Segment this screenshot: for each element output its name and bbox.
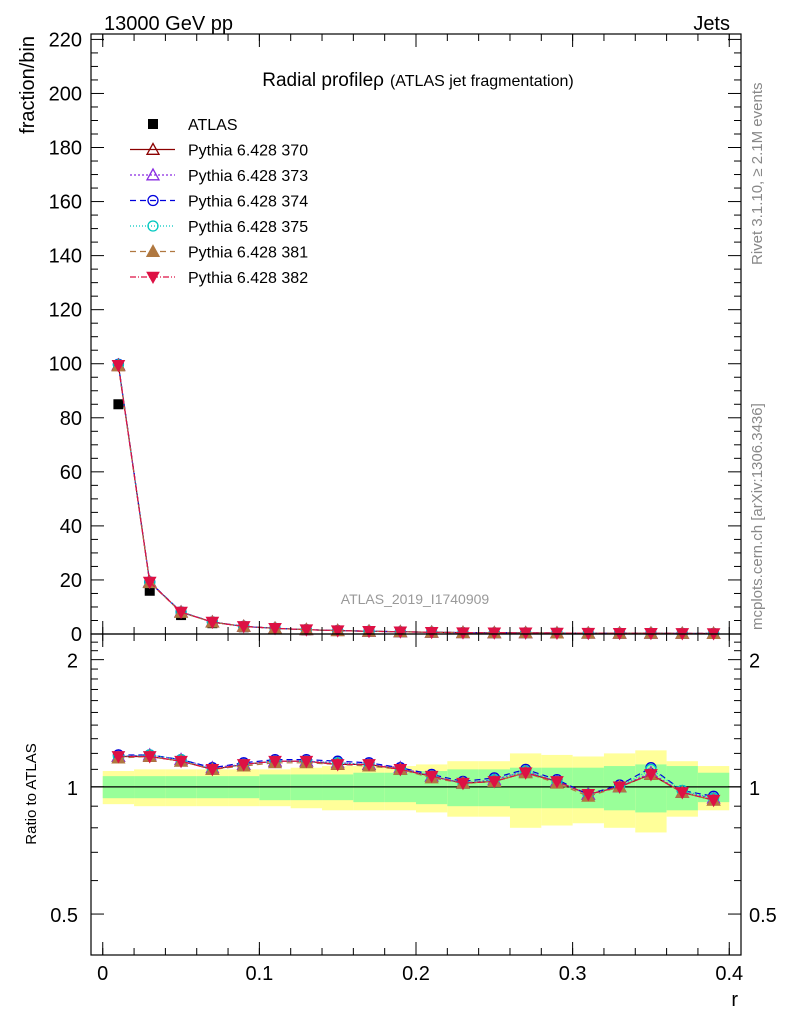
ratio-point (299, 755, 314, 769)
y-tick-label: 100 (49, 354, 82, 376)
y-tick-label: 220 (49, 29, 82, 51)
ratio-point (205, 764, 220, 777)
rivet-label: Rivet 3.1.10, ≥ 2.1M events (749, 83, 766, 266)
legend-label: Pythia 6.428 374 (188, 194, 308, 211)
legend-label: Pythia 6.428 375 (188, 219, 308, 236)
series-point (362, 625, 376, 639)
ratio-point (612, 781, 627, 794)
series-point (236, 621, 251, 634)
legend: ATLAS Pythia 6.428 370 Pythia 6.428 373 Pyt… (130, 117, 308, 287)
x-tick-label: 0.3 (559, 963, 587, 985)
ratio-line (118, 755, 714, 801)
x-tick-label: 0 (97, 963, 108, 985)
y-tick-label: 60 (60, 462, 82, 484)
series-point (299, 624, 314, 637)
ratio-point (581, 789, 596, 802)
category-label: Jets (693, 13, 730, 35)
ratio-point (268, 755, 282, 769)
x-tick-label: 0.4 (715, 963, 743, 985)
ratio-point (142, 751, 157, 764)
energy-label: 13000 GeV pp (104, 13, 233, 35)
ratio-point (424, 770, 439, 784)
series-point (174, 606, 188, 620)
ratio-frame (90, 633, 742, 956)
ratio-point (706, 794, 721, 808)
legend-label: Pythia 6.428 373 (188, 168, 308, 185)
y-tick-label: 160 (49, 192, 82, 214)
series-point (487, 627, 502, 640)
y-tick-label: 0 (71, 624, 82, 646)
analysis-label: ATLAS_2019_I1740909 (341, 591, 490, 607)
y-tick-label: 20 (60, 570, 82, 592)
legend-marker (145, 244, 161, 257)
y-tick-label: 80 (60, 408, 82, 430)
ratio-tick-label-right: 1 (749, 778, 760, 800)
legend-label: ATLAS (188, 117, 238, 134)
legend-marker (145, 167, 161, 181)
series-point (424, 626, 439, 640)
legend-marker (147, 220, 159, 232)
ratio-panel: 0.5 0.5 1 1 2 2 Ratio to ATLAS (23, 633, 777, 956)
ratio-point (236, 759, 251, 772)
ratio-tick-label: 0.5 (50, 905, 78, 927)
data-point (144, 585, 155, 596)
series-point (330, 625, 345, 638)
legend-marker (148, 119, 158, 129)
ratio-tick-label-right: 0.5 (749, 905, 777, 927)
series-point (268, 623, 282, 636)
ratio-tick-label: 1 (67, 778, 78, 800)
ratio-tick-label: 2 (67, 651, 78, 673)
y-axis-label: fraction/bin (17, 36, 39, 134)
x-axis-label: r (731, 989, 738, 1011)
y-tick-label: 120 (49, 300, 82, 322)
series-point (142, 576, 157, 590)
series-point (205, 616, 220, 630)
data-point (113, 399, 124, 410)
ratio-point (675, 787, 690, 800)
y-tick-label: 180 (49, 138, 82, 160)
ratio-point (550, 776, 564, 789)
legend-marker (147, 194, 159, 207)
y-tick-label: 40 (60, 516, 82, 538)
legend-label: Pythia 6.428 381 (188, 245, 308, 262)
ratio-point (393, 764, 408, 777)
legend-label: Pythia 6.428 370 (188, 143, 308, 160)
source-label: mcplots.cern.ch [arXiv:1306.3436] (749, 403, 766, 630)
ratio-axis-label: Ratio to ATLAS (23, 743, 40, 844)
ratio-point (330, 759, 345, 772)
y-tick-label: 200 (49, 83, 82, 105)
series-point (456, 627, 470, 640)
legend-label: Pythia 6.428 382 (188, 270, 308, 287)
ratio-point (518, 767, 533, 780)
y-tick-label: 140 (49, 246, 82, 268)
series-point (111, 360, 126, 373)
ratio-point (487, 776, 502, 789)
ratio-point (644, 769, 658, 782)
x-tick-label: 0.2 (402, 963, 430, 985)
chart-title: Radial profileρ (ATLAS jet fragmentation) (262, 70, 573, 91)
series-point (393, 626, 408, 639)
ratio-point (362, 759, 376, 772)
legend-marker (146, 271, 160, 285)
ratio-point (174, 755, 188, 769)
x-tick-label: 0.1 (245, 963, 273, 985)
legend-marker (145, 142, 161, 155)
ratio-point (111, 751, 126, 764)
ratio-point (456, 777, 470, 791)
ratio-tick-label-right: 2 (749, 651, 760, 673)
